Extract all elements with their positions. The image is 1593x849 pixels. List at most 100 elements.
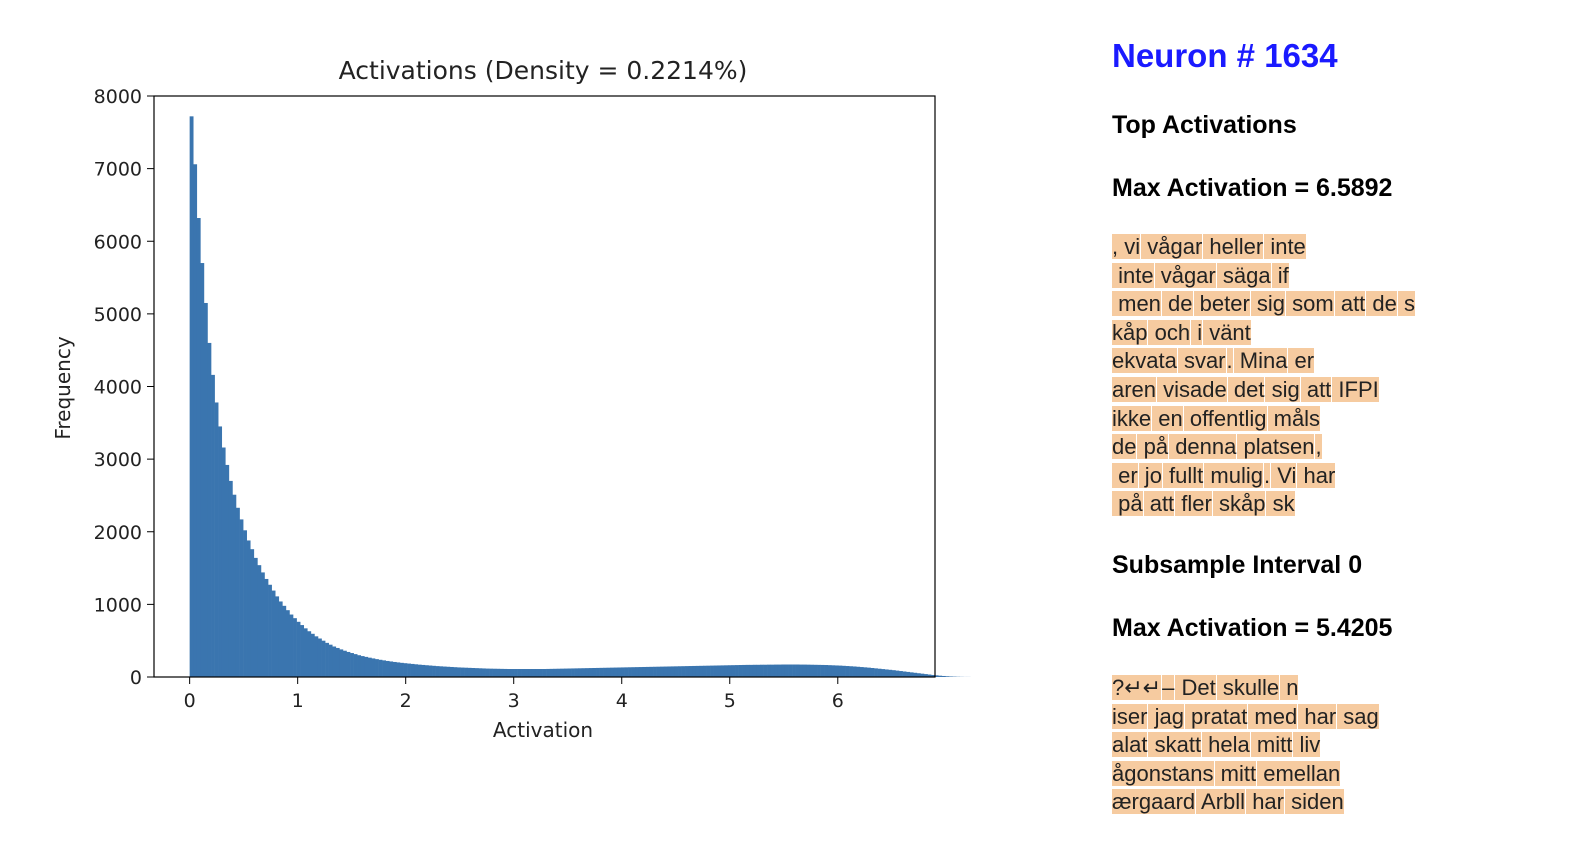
- histogram-bar: [834, 665, 839, 677]
- histogram-bar: [264, 578, 269, 677]
- y-tick-label: 3000: [94, 449, 142, 471]
- histogram-bar: [567, 668, 572, 677]
- histogram-bar: [617, 667, 622, 677]
- histogram-bar: [282, 605, 287, 677]
- histogram-bar: [268, 584, 272, 677]
- histogram-bar: [681, 666, 686, 677]
- histogram-bar: [749, 664, 754, 677]
- token-highlight: .: [1263, 462, 1272, 488]
- histogram-bar: [403, 663, 408, 677]
- histogram-bar: [399, 662, 404, 677]
- histogram-bar: [538, 669, 543, 677]
- histogram-bar: [546, 668, 550, 677]
- histogram-bar: [442, 666, 447, 677]
- histogram-bar: [841, 665, 846, 677]
- histogram-bar: [731, 665, 736, 677]
- token-highlight: skatt: [1148, 732, 1203, 758]
- max-activation-heading-1: Max Activation = 6.5892: [1112, 174, 1393, 202]
- histogram-bar: [260, 572, 265, 677]
- histogram-bar: [339, 649, 344, 677]
- y-tick-label: 5000: [94, 304, 142, 326]
- y-tick-label: 4000: [94, 377, 142, 399]
- histogram-bar: [293, 618, 297, 677]
- subsample-snippets: ?↵↵– Det skulle n iser jag pratat med har…: [1112, 674, 1582, 817]
- top-activations-heading: Top Activations: [1112, 111, 1297, 139]
- histogram-bar: [692, 665, 697, 677]
- histogram-bar: [332, 646, 337, 677]
- histogram-bar: [289, 614, 294, 677]
- histogram-bar: [724, 665, 729, 677]
- histogram-bar: [396, 662, 401, 677]
- histogram-bar: [774, 664, 779, 677]
- histogram-bar: [421, 664, 426, 677]
- histogram-bar: [346, 651, 351, 677]
- histogram-bar: [923, 674, 928, 677]
- histogram-bar: [446, 666, 451, 677]
- histogram-bar: [211, 374, 215, 677]
- histogram-bar: [317, 638, 322, 677]
- histogram-bar: [328, 644, 333, 677]
- histogram-bar: [300, 625, 305, 677]
- histogram-bar: [642, 666, 647, 677]
- histogram-bar: [214, 402, 219, 677]
- histogram-bar: [699, 665, 704, 677]
- histogram-bar: [859, 667, 864, 677]
- histogram-bar: [460, 667, 465, 677]
- token-highlight: vänt: [1203, 319, 1252, 345]
- histogram-bar: [228, 480, 233, 677]
- token-highlight: och: [1148, 319, 1192, 345]
- token-highlight: inte: [1264, 234, 1307, 259]
- token-highlight: ikke: [1112, 405, 1153, 431]
- histogram-chart: Activations (Density = 0.2214%) Frequenc…: [51, 56, 971, 742]
- histogram-bar: [303, 628, 308, 677]
- histogram-bar: [464, 667, 468, 677]
- histogram-bar: [827, 665, 832, 677]
- histogram-bar: [556, 668, 561, 677]
- y-tick-label: 6000: [94, 231, 142, 253]
- token-highlight: har: [1298, 703, 1338, 729]
- token-highlight: fullt: [1162, 462, 1205, 488]
- snippet-line: ?↵↵– Det skulle n: [1112, 674, 1582, 703]
- histogram-bar: [920, 673, 925, 677]
- histogram-bar: [457, 667, 461, 677]
- histogram-bar: [938, 675, 943, 677]
- token-highlight: n: [1280, 674, 1300, 700]
- histogram-bar: [820, 664, 825, 677]
- histogram-bar: [592, 667, 597, 677]
- y-tick-label: 0: [130, 667, 142, 689]
- histogram-bar: [931, 674, 935, 677]
- histogram-bar: [392, 661, 397, 677]
- token-highlight: er: [1112, 462, 1139, 488]
- histogram-bar: [560, 668, 565, 677]
- histogram-bar: [784, 664, 789, 677]
- token-highlight: liv: [1293, 732, 1322, 758]
- histogram-bar: [367, 657, 372, 677]
- token-highlight: IFPI: [1332, 376, 1380, 402]
- snippet-line: ærgaard Arbll har siden: [1112, 788, 1582, 817]
- histogram-bar: [200, 263, 205, 677]
- histogram-bar: [884, 669, 889, 677]
- histogram-bar: [435, 666, 440, 677]
- histogram-bar: [578, 668, 583, 677]
- snippet-line: ikke en offentlig måls: [1112, 405, 1582, 434]
- token-highlight: vågar: [1154, 262, 1217, 288]
- histogram-bar: [524, 669, 529, 677]
- histogram-bar: [528, 669, 533, 677]
- histogram-bar: [720, 665, 725, 677]
- x-tick-label: 2: [400, 690, 412, 712]
- token-highlight: Det: [1175, 674, 1217, 700]
- token-highlight: skulle: [1216, 674, 1281, 700]
- histogram-bar: [631, 667, 636, 677]
- chart-title: Activations (Density = 0.2214%): [339, 56, 748, 85]
- histogram-bar: [246, 540, 251, 677]
- x-tick-label: 3: [508, 690, 520, 712]
- histogram-bar: [874, 668, 878, 677]
- histogram-bar: [599, 667, 604, 677]
- token-highlight: ekvata: [1112, 348, 1178, 374]
- histogram-bar: [410, 663, 415, 677]
- token-highlight: ?↵↵: [1112, 674, 1163, 700]
- histogram-bar: [760, 664, 764, 677]
- histogram-bar: [382, 660, 387, 677]
- histogram-bar: [813, 664, 818, 677]
- token-highlight: vågar: [1141, 234, 1204, 259]
